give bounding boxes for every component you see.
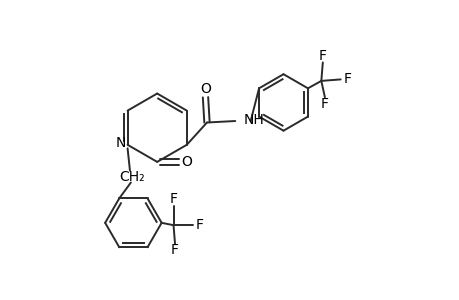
- Text: F: F: [169, 192, 177, 206]
- Text: N: N: [116, 136, 126, 150]
- Text: F: F: [171, 243, 179, 257]
- Text: F: F: [318, 49, 326, 63]
- Text: F: F: [320, 97, 328, 111]
- Text: F: F: [195, 218, 203, 232]
- Text: CH₂: CH₂: [119, 170, 145, 184]
- Text: O: O: [200, 82, 211, 96]
- Text: O: O: [180, 155, 191, 169]
- Text: F: F: [342, 72, 350, 86]
- Text: NH: NH: [243, 113, 264, 127]
